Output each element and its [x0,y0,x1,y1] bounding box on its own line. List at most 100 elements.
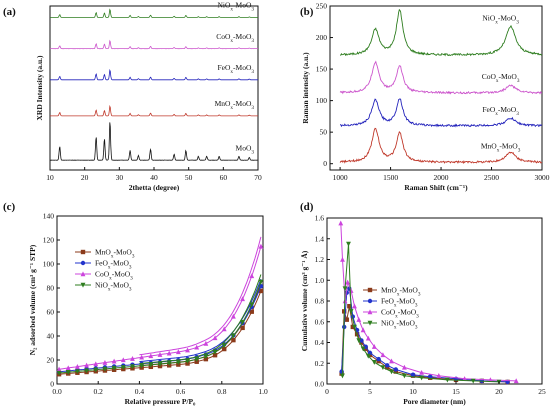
panel-c-series-point [230,333,236,339]
panel-c-series-point [102,366,108,372]
panel-a-series-line [50,68,258,81]
panel-c-series-point [84,368,90,374]
panel-d-ylabel: Cumulative volume (cm³ g⁻¹ Å) [300,250,309,351]
panel-d-series-point [419,369,425,375]
panel-b-series-label: CoOx-MoO3 [482,72,520,84]
panel-c-legend-marker [80,260,86,266]
panel-c-series-point [166,350,172,356]
panel-d-xtick-label: 25 [538,387,546,396]
panel-c-xtick-label: 0.8 [217,387,227,396]
panel-c-xtick-label: 1.0 [258,387,268,396]
panel-a-xlabel: 2thetta (degree) [129,183,180,192]
panel-d-series-point [462,376,468,382]
panel-d-xtick-label: 15 [452,387,460,396]
panel-d-series-point [444,377,450,383]
panel-d-series-point [428,374,433,379]
panel-c-series-point [130,364,135,370]
panel-c-legend-marker [80,271,86,277]
panel-d-frame [326,217,543,385]
panel-c-series-point [120,357,126,363]
panel-b-series-line [339,60,543,95]
panel-a-series-line [50,8,258,18]
panel-d-xlabel: Pore diameter (nm) [403,397,466,406]
panel-c-xtick-label: 0.0 [52,387,62,396]
panel-d-series-point [410,372,416,377]
panel-d-ytick-label: 0.2 [315,359,325,368]
panel-c-series-point [148,353,154,359]
panel-d-series-point [513,378,519,384]
panel-c-series-point [74,363,80,369]
panel-c-legend-label: MnOx-MoO3 [95,248,135,260]
panel-d-legend-marker [367,298,373,304]
panel-c-ylabel: N₂ adsorbed volume (cm³ g⁻¹ STP) [28,244,37,355]
panel-c-ytick-label: 100 [43,260,55,269]
panel-b-frame [329,5,543,171]
panel-d-series-point [352,324,357,330]
panel-c-series-point [240,325,245,331]
panel-c-series-point [185,347,190,353]
panel-c-ytick-label: 0 [50,380,54,389]
panel-b-series-line [339,127,543,165]
panel-b-series-line [340,98,543,128]
panel-c-legend-marker [80,282,86,288]
panel-c-series-point [65,365,71,371]
panel-c-frame [56,215,264,385]
panel-a-xtick-label: 10 [46,173,54,182]
panel-a-xtick-label: 40 [150,173,158,182]
panel-c-series-point [111,365,117,371]
panel-c-series-point [166,361,172,366]
panel-d-legend-marker [367,309,373,315]
panel-c-series-point [139,363,145,369]
panel-a-series-label: MoO3 [236,143,255,155]
panel-d-series-point [371,344,377,349]
panel-d-series-point [380,365,386,371]
panel-c-series-point [212,335,218,341]
panel-b: (b) NiOx-MoO3 CoOx-MoO3 FeOx-MoO3 MnOx-MoO3 1… [300,2,550,193]
panel-c-series-point [230,313,236,319]
panel-a-xtick-label: 70 [254,173,262,182]
panel-c-series-point [157,351,163,357]
panel-a-xtick-label: 50 [185,173,193,182]
panel-d-series-line [340,223,517,382]
panel-d-xtick-label: 5 [368,387,372,396]
panel-c-series-point [221,343,227,349]
panel-c-series-point [185,359,190,364]
panel-d-ytick-label: 0.4 [315,338,325,347]
panel-c-series-point [212,353,218,358]
panel-b-series-line [339,8,543,57]
panel-d-ytick-label: 0.6 [315,317,325,326]
panel-c-series-point [249,309,254,314]
panel-b-ytick-label: 0 [323,159,327,168]
panel-d-series-point [342,286,348,292]
panel-d-series-point [376,356,381,362]
panel-b-label: (b) [300,6,314,18]
panel-c-series-point [203,340,209,346]
panel-c-series-point [240,296,246,302]
panel-d-ytick-label: 1.4 [315,234,325,243]
panel-c-series-point [93,367,99,373]
panel-c-series-point [249,302,255,308]
panel-d-series-point [340,256,345,262]
panel-d-series-point [347,303,352,309]
panel-c-series-point [56,370,62,376]
panel-d-series-point [401,373,407,379]
panel-a-xtick-label: 60 [220,173,228,182]
panel-c-label: (c) [3,201,16,213]
panel-c-series-point [65,370,71,375]
panel-c-series-point [175,360,181,366]
panel-a: (a) NiOx-MoO3 CoOx-MoO3 FeOx-MoO3 MnOx-MoO3 M… [3,1,262,192]
panel-d-series-point [365,353,371,359]
panel-c-series-desorption [139,236,262,356]
panel-d-legend-marker [367,287,373,293]
panel-c-series-point [148,362,154,368]
panel-c-series-point [231,337,236,343]
panel-c-series-point [74,369,80,375]
panel-c-series-point [249,273,255,279]
panel-a-series-line [49,39,259,50]
panel-b-xlabel: Raman Shift (cm⁻¹) [404,183,468,192]
panel-c-series-point [157,361,163,367]
panel-c-legend-label: CoOx-MoO3 [95,270,133,282]
